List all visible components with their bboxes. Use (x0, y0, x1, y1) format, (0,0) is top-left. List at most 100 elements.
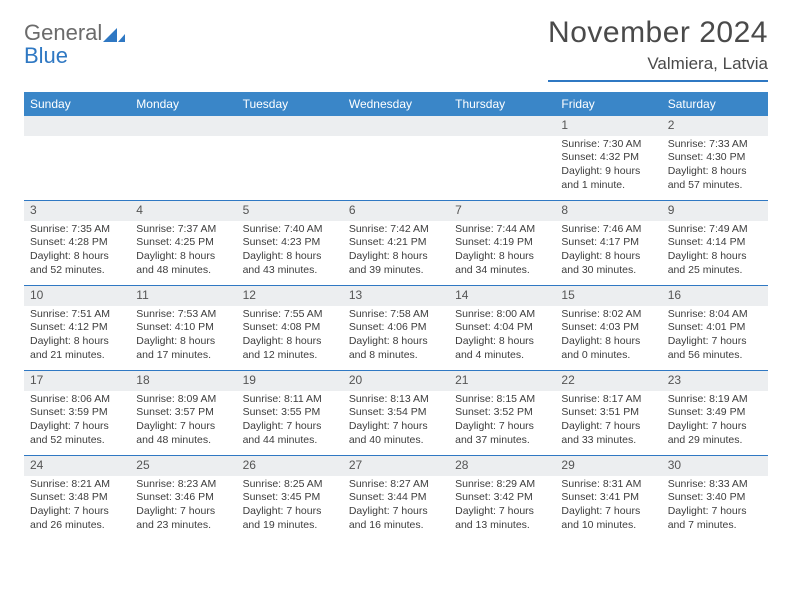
day-number: 23 (662, 371, 768, 391)
day-body: Sunrise: 8:11 AMSunset: 3:55 PMDaylight:… (237, 391, 343, 452)
day-body: Sunrise: 8:04 AMSunset: 4:01 PMDaylight:… (662, 306, 768, 367)
day-body: Sunrise: 8:23 AMSunset: 3:46 PMDaylight:… (130, 476, 236, 537)
sunset-line: Sunset: 3:40 PM (668, 491, 762, 505)
day-body: Sunrise: 8:00 AMSunset: 4:04 PMDaylight:… (449, 306, 555, 367)
daylight-line: Daylight: 8 hours and 8 minutes. (349, 335, 443, 362)
sunrise-line: Sunrise: 8:02 AM (561, 308, 655, 322)
day-cell: 16Sunrise: 8:04 AMSunset: 4:01 PMDayligh… (662, 286, 768, 370)
sunset-line: Sunset: 4:03 PM (561, 321, 655, 335)
location-label: Valmiera, Latvia (548, 54, 768, 82)
day-number: 11 (130, 286, 236, 306)
sunrise-line: Sunrise: 7:46 AM (561, 223, 655, 237)
sunset-line: Sunset: 4:19 PM (455, 236, 549, 250)
day-number: 18 (130, 371, 236, 391)
day-cell: 25Sunrise: 8:23 AMSunset: 3:46 PMDayligh… (130, 456, 236, 540)
day-number: 21 (449, 371, 555, 391)
daylight-line: Daylight: 7 hours and 52 minutes. (30, 420, 124, 447)
daylight-line: Daylight: 8 hours and 39 minutes. (349, 250, 443, 277)
day-number: 4 (130, 201, 236, 221)
sunrise-line: Sunrise: 8:29 AM (455, 478, 549, 492)
day-body: Sunrise: 8:15 AMSunset: 3:52 PMDaylight:… (449, 391, 555, 452)
sunset-line: Sunset: 4:10 PM (136, 321, 230, 335)
day-body: Sunrise: 8:19 AMSunset: 3:49 PMDaylight:… (662, 391, 768, 452)
day-cell: 21Sunrise: 8:15 AMSunset: 3:52 PMDayligh… (449, 371, 555, 455)
day-number: 17 (24, 371, 130, 391)
day-header: Saturday (662, 92, 768, 116)
daylight-line: Daylight: 8 hours and 0 minutes. (561, 335, 655, 362)
sunrise-line: Sunrise: 8:13 AM (349, 393, 443, 407)
day-cell: 12Sunrise: 7:55 AMSunset: 4:08 PMDayligh… (237, 286, 343, 370)
day-header: Friday (555, 92, 661, 116)
day-number: 26 (237, 456, 343, 476)
sunrise-line: Sunrise: 8:00 AM (455, 308, 549, 322)
sunrise-line: Sunrise: 8:33 AM (668, 478, 762, 492)
day-number: 9 (662, 201, 768, 221)
day-body: Sunrise: 8:06 AMSunset: 3:59 PMDaylight:… (24, 391, 130, 452)
day-header: Thursday (449, 92, 555, 116)
calendar-page: General Blue November 2024 Valmiera, Lat… (0, 0, 792, 540)
day-cell: 3Sunrise: 7:35 AMSunset: 4:28 PMDaylight… (24, 201, 130, 285)
daylight-line: Daylight: 8 hours and 17 minutes. (136, 335, 230, 362)
day-cell (449, 116, 555, 200)
day-body: Sunrise: 7:35 AMSunset: 4:28 PMDaylight:… (24, 221, 130, 282)
day-number (237, 116, 343, 136)
sunrise-line: Sunrise: 8:23 AM (136, 478, 230, 492)
sunset-line: Sunset: 3:48 PM (30, 491, 124, 505)
day-body: Sunrise: 7:37 AMSunset: 4:25 PMDaylight:… (130, 221, 236, 282)
day-number: 5 (237, 201, 343, 221)
sunrise-line: Sunrise: 7:42 AM (349, 223, 443, 237)
daylight-line: Daylight: 8 hours and 34 minutes. (455, 250, 549, 277)
day-body: Sunrise: 7:30 AMSunset: 4:32 PMDaylight:… (555, 136, 661, 197)
sunrise-line: Sunrise: 7:37 AM (136, 223, 230, 237)
sunset-line: Sunset: 3:41 PM (561, 491, 655, 505)
day-cell: 23Sunrise: 8:19 AMSunset: 3:49 PMDayligh… (662, 371, 768, 455)
day-body: Sunrise: 7:44 AMSunset: 4:19 PMDaylight:… (449, 221, 555, 282)
day-cell: 13Sunrise: 7:58 AMSunset: 4:06 PMDayligh… (343, 286, 449, 370)
day-body: Sunrise: 7:42 AMSunset: 4:21 PMDaylight:… (343, 221, 449, 282)
sunrise-line: Sunrise: 7:55 AM (243, 308, 337, 322)
day-cell: 11 Sunrise: 7:53 AMSunset: 4:10 PMDayligh… (130, 286, 236, 370)
sunrise-line: Sunrise: 7:53 AM (136, 308, 230, 322)
day-cell: 10Sunrise: 7:51 AMSunset: 4:12 PMDayligh… (24, 286, 130, 370)
sunrise-line: Sunrise: 8:11 AM (243, 393, 337, 407)
daylight-line: Daylight: 7 hours and 7 minutes. (668, 505, 762, 532)
day-number: 3 (24, 201, 130, 221)
day-number: 29 (555, 456, 661, 476)
logo-sail-icon (103, 26, 125, 47)
week-row: 17Sunrise: 8:06 AMSunset: 3:59 PMDayligh… (24, 370, 768, 455)
day-number: 1 (555, 116, 661, 136)
daylight-line: Daylight: 7 hours and 26 minutes. (30, 505, 124, 532)
sunset-line: Sunset: 3:51 PM (561, 406, 655, 420)
day-cell: 29Sunrise: 8:31 AMSunset: 3:41 PMDayligh… (555, 456, 661, 540)
sunrise-line: Sunrise: 7:49 AM (668, 223, 762, 237)
logo: General Blue (24, 16, 125, 68)
day-cell: 22Sunrise: 8:17 AMSunset: 3:51 PMDayligh… (555, 371, 661, 455)
daylight-line: Daylight: 8 hours and 48 minutes. (136, 250, 230, 277)
day-cell: 19Sunrise: 8:11 AMSunset: 3:55 PMDayligh… (237, 371, 343, 455)
day-number: 6 (343, 201, 449, 221)
day-number: 10 (24, 286, 130, 306)
sunset-line: Sunset: 3:45 PM (243, 491, 337, 505)
sunrise-line: Sunrise: 7:51 AM (30, 308, 124, 322)
sunset-line: Sunset: 3:46 PM (136, 491, 230, 505)
sunset-line: Sunset: 4:17 PM (561, 236, 655, 250)
month-title: November 2024 (548, 16, 768, 50)
day-cell: 2Sunrise: 7:33 AMSunset: 4:30 PMDaylight… (662, 116, 768, 200)
daylight-line: Daylight: 7 hours and 33 minutes. (561, 420, 655, 447)
day-body: Sunrise: 8:25 AMSunset: 3:45 PMDaylight:… (237, 476, 343, 537)
day-cell (130, 116, 236, 200)
daylight-line: Daylight: 8 hours and 4 minutes. (455, 335, 549, 362)
day-cell: 14Sunrise: 8:00 AMSunset: 4:04 PMDayligh… (449, 286, 555, 370)
logo-text-general: General (24, 20, 102, 45)
day-cell: 28Sunrise: 8:29 AMSunset: 3:42 PMDayligh… (449, 456, 555, 540)
sunset-line: Sunset: 4:21 PM (349, 236, 443, 250)
sunset-line: Sunset: 4:12 PM (30, 321, 124, 335)
day-cell: 30Sunrise: 8:33 AMSunset: 3:40 PMDayligh… (662, 456, 768, 540)
day-number: 20 (343, 371, 449, 391)
day-cell (24, 116, 130, 200)
daylight-line: Daylight: 7 hours and 23 minutes. (136, 505, 230, 532)
day-body: Sunrise: 7:58 AMSunset: 4:06 PMDaylight:… (343, 306, 449, 367)
sunrise-line: Sunrise: 8:15 AM (455, 393, 549, 407)
sunset-line: Sunset: 3:44 PM (349, 491, 443, 505)
logo-text-blue: Blue (24, 43, 68, 68)
